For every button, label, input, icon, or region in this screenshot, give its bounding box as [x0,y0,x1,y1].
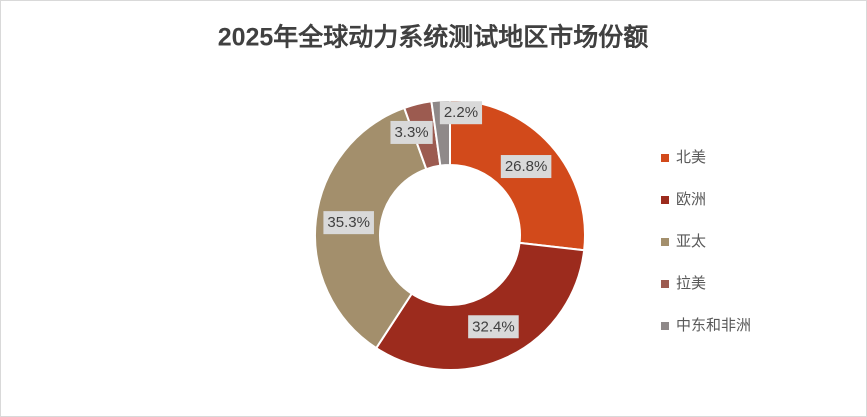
data-label: 32.4% [472,318,515,335]
data-label: 26.8% [505,158,548,175]
data-label: 3.3% [394,124,428,141]
legend-swatch [661,196,669,204]
data-label-box [323,211,374,235]
legend-swatch [661,154,669,162]
legend-label: 欧洲 [676,191,706,208]
data-label-box [390,120,433,144]
chart-title: 2025年全球动力系统测试地区市场份额 [218,23,649,52]
data-label: 2.2% [444,104,478,121]
data-label: 35.3% [327,214,370,231]
legend-swatch [661,280,669,288]
data-label-box [500,155,552,179]
legend-swatch [661,322,669,330]
legend-label: 拉美 [676,275,706,292]
legend-swatch [661,238,669,246]
legend-label: 中东和非洲 [676,317,751,334]
data-label-box [468,315,519,339]
donut-slice [374,241,586,371]
legend-label: 北美 [676,149,706,166]
legend-label: 亚太 [676,233,706,250]
data-label-box [439,101,483,125]
